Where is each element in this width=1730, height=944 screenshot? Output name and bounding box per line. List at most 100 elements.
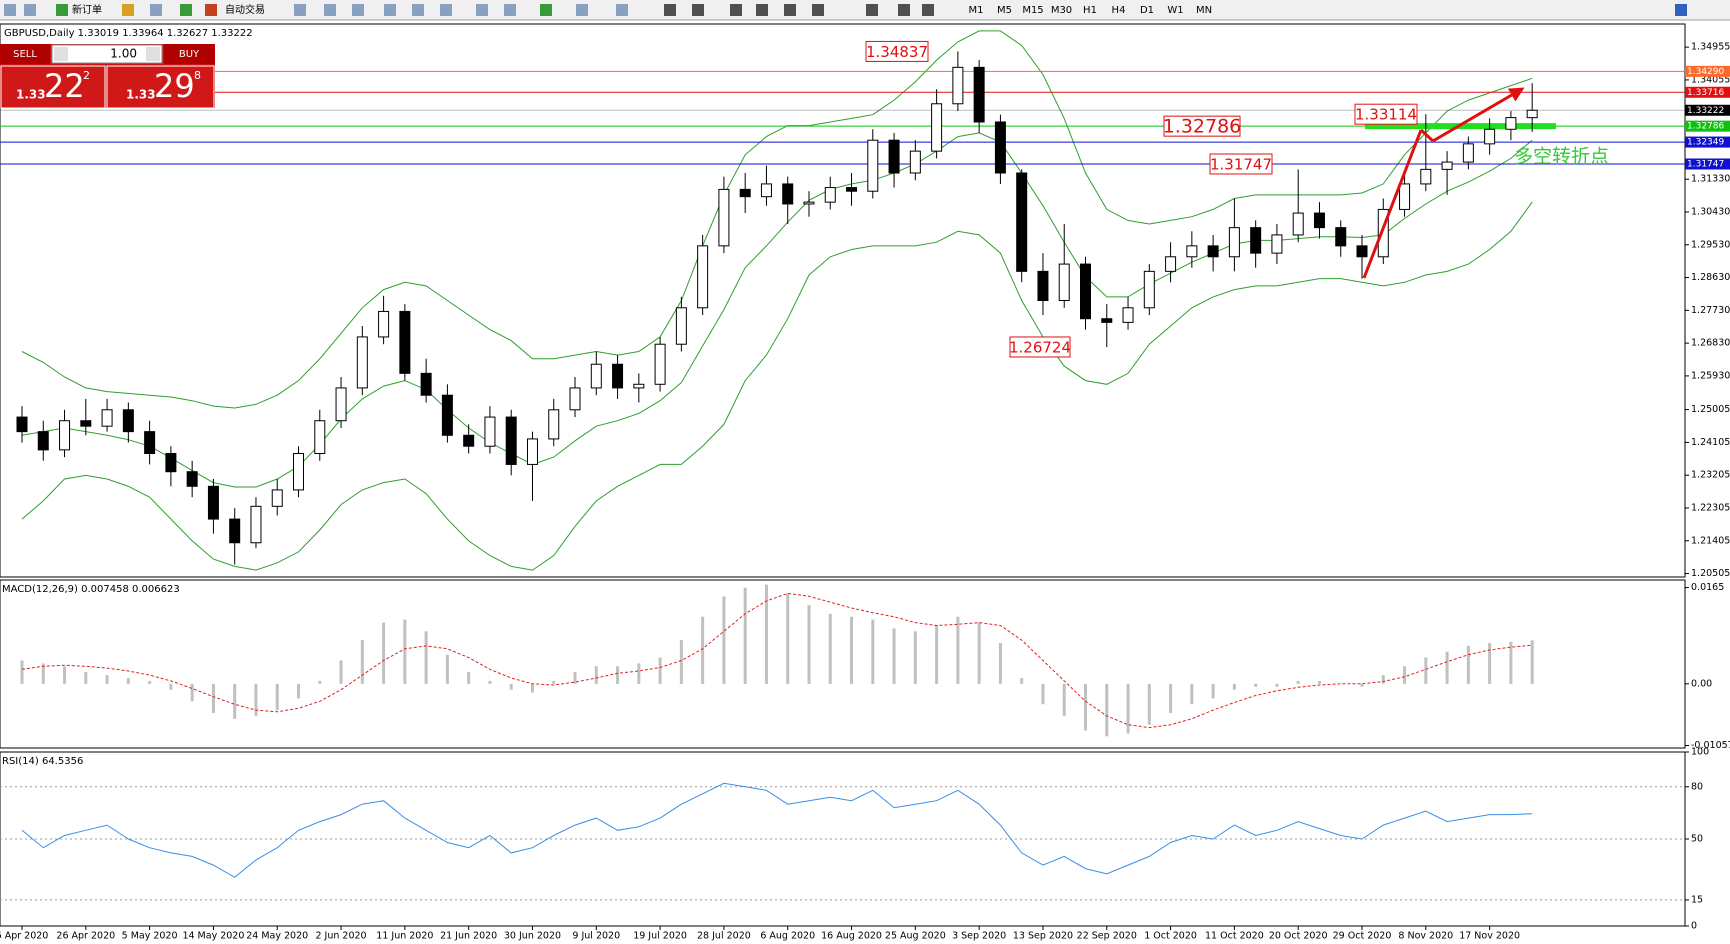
candle-body <box>1058 263 1070 302</box>
annotation-box <box>1209 153 1273 175</box>
icon[interactable] <box>4 4 16 16</box>
timeframe[interactable]: M15 <box>1022 5 1043 16</box>
buy-button[interactable] <box>164 44 215 64</box>
x-tick-label: 14 May 2020 <box>182 931 244 942</box>
y-tick-label: 50 <box>1691 834 1703 845</box>
icon[interactable] <box>664 4 676 16</box>
macd-panel <box>0 579 1686 749</box>
annotation-box <box>1163 115 1241 137</box>
candle-body <box>80 420 92 427</box>
x-tick-label: 6 Aug 2020 <box>760 931 815 942</box>
bid-point: 2 <box>83 69 90 82</box>
candle-body <box>1462 143 1474 163</box>
price-label-bg <box>1685 136 1730 148</box>
candle-body <box>1165 256 1177 272</box>
lots[interactable]: 1.00 <box>110 47 137 61</box>
timeframe[interactable]: D1 <box>1140 5 1154 16</box>
trend-arrow <box>1362 129 1423 279</box>
lots-input[interactable] <box>51 44 163 64</box>
timeframe[interactable]: W1 <box>1167 5 1183 16</box>
ask-box[interactable] <box>106 65 215 109</box>
lots-down[interactable] <box>54 47 68 61</box>
icon[interactable] <box>730 4 742 16</box>
y-tick-label: 1.26830 <box>1691 338 1730 349</box>
x-tick-label: 22 Sep 2020 <box>1077 931 1137 942</box>
icon[interactable] <box>616 4 628 16</box>
candle-body <box>1080 263 1091 320</box>
icon[interactable] <box>922 4 934 16</box>
candle-body <box>1441 161 1453 170</box>
price-label-bg <box>1685 104 1730 116</box>
new-order[interactable]: 新订单 <box>72 3 102 16</box>
price-title: GBPUSD,Daily 1.33019 1.33964 1.32627 1.3… <box>4 28 253 39</box>
icon[interactable] <box>692 4 704 16</box>
icon[interactable] <box>324 4 336 16</box>
sell-button[interactable] <box>0 44 50 64</box>
lots-up[interactable] <box>146 47 160 61</box>
timeframe[interactable]: H4 <box>1112 5 1126 16</box>
timeframe[interactable]: H1 <box>1083 5 1097 16</box>
rsi-title: RSI(14) 64.5356 <box>2 756 83 767</box>
toolbar <box>0 0 1730 20</box>
candle-body <box>335 387 347 422</box>
candle-body <box>569 387 581 411</box>
icon[interactable] <box>205 4 217 16</box>
timeframes: M1 M5 M15 M30 H1 H4 D1 W1 MN <box>969 5 1213 16</box>
icon[interactable] <box>476 4 488 16</box>
icon[interactable] <box>812 4 824 16</box>
icon[interactable] <box>576 4 588 16</box>
candle-body <box>760 183 772 198</box>
candle-body <box>952 66 964 105</box>
x-tick-label: 25 Aug 2020 <box>885 931 946 942</box>
price-label-bg <box>1685 86 1730 98</box>
icon[interactable] <box>504 4 516 16</box>
icon[interactable] <box>866 4 878 16</box>
timeframe[interactable]: M1 <box>969 5 984 16</box>
candle-body <box>101 409 113 427</box>
band-lower <box>21 201 1533 571</box>
icon[interactable] <box>294 4 306 16</box>
icon[interactable] <box>440 4 452 16</box>
auto-trade[interactable]: 自动交易 <box>225 3 265 16</box>
y-tick-label: 1.21405 <box>1691 535 1730 546</box>
icon[interactable] <box>384 4 396 16</box>
y-tick-label: 80 <box>1691 781 1703 792</box>
icon[interactable] <box>180 4 192 16</box>
x-tick-label: 26 Apr 2020 <box>56 931 115 942</box>
candle-body <box>654 343 666 385</box>
icon[interactable] <box>540 4 552 16</box>
x-tick-label: 29 Oct 2020 <box>1333 931 1392 942</box>
candle-body <box>1143 270 1155 309</box>
x-tick-label: 24 May 2020 <box>246 931 308 942</box>
timeframe[interactable]: MN <box>1196 5 1212 16</box>
icon[interactable] <box>784 4 796 16</box>
candle-body <box>846 187 858 192</box>
candle-body <box>973 66 985 123</box>
annotation: 1.26724 <box>1009 338 1071 356</box>
icon[interactable] <box>756 4 768 16</box>
icon[interactable] <box>122 4 134 16</box>
timeframe[interactable]: M30 <box>1051 5 1072 16</box>
bid-box[interactable] <box>0 65 106 109</box>
timeframe[interactable]: M5 <box>997 5 1012 16</box>
icon[interactable] <box>150 4 162 16</box>
y-tick-label: 1.34055 <box>1691 74 1730 85</box>
price-panel <box>0 23 1686 578</box>
ask-pips: 29 <box>154 67 195 105</box>
icon[interactable] <box>352 4 364 16</box>
candle-body <box>37 431 49 451</box>
icon[interactable] <box>1675 4 1687 16</box>
rsi-panel <box>0 751 1686 927</box>
y-tick-label: 1.22305 <box>1691 502 1730 513</box>
candle-body <box>931 103 943 152</box>
buy-label[interactable]: BUY <box>179 49 200 60</box>
price-label: 1.34290 <box>1687 67 1724 77</box>
trend-arrow <box>1432 87 1525 143</box>
icon[interactable] <box>56 4 68 16</box>
icon[interactable] <box>412 4 424 16</box>
sell-label[interactable]: SELL <box>13 49 37 60</box>
icon[interactable] <box>898 4 910 16</box>
icon[interactable] <box>24 4 36 16</box>
